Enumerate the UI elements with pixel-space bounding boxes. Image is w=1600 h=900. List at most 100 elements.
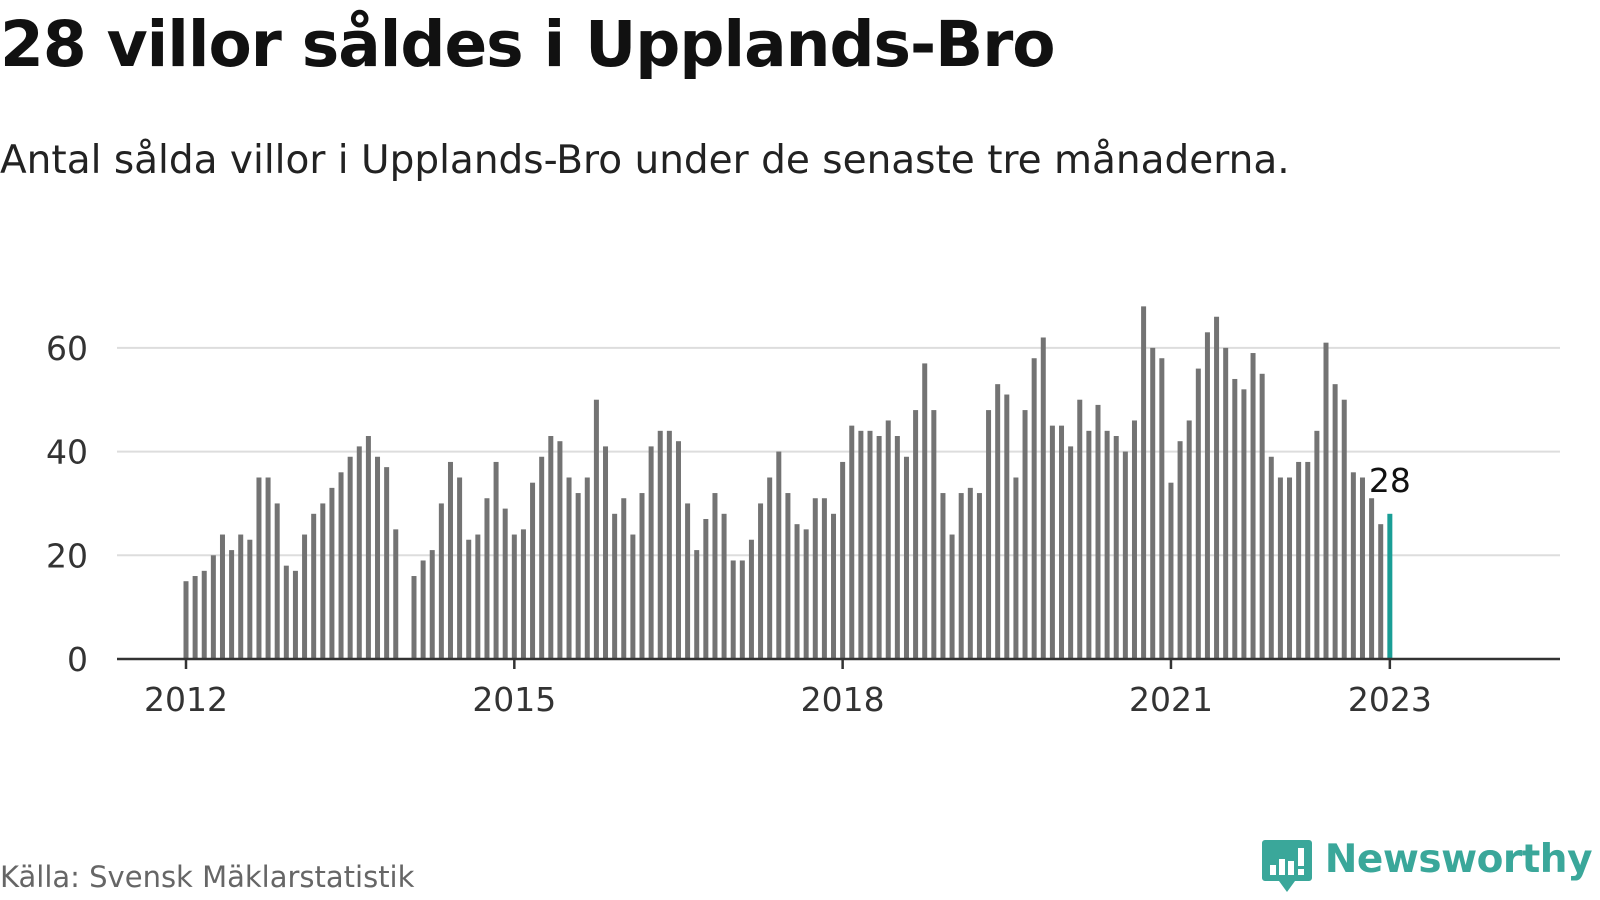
bar [548, 436, 554, 659]
bar [1159, 358, 1165, 659]
chart-subtitle: Antal sålda villor i Upplands-Bro under … [0, 138, 1290, 183]
bar [429, 550, 435, 659]
bar [1104, 430, 1110, 659]
bar [1077, 399, 1083, 659]
bar [584, 477, 590, 659]
bar [767, 477, 773, 659]
bar [219, 534, 225, 659]
bar [1359, 477, 1365, 659]
bar [347, 456, 353, 659]
bar [393, 529, 399, 659]
bar [885, 420, 891, 659]
bar [1314, 430, 1320, 659]
bar [530, 482, 536, 659]
bar [903, 456, 909, 659]
bar [1223, 347, 1229, 659]
bar [329, 487, 335, 659]
bar [1086, 430, 1092, 659]
y-tick-label: 40 [46, 433, 88, 472]
bar [1150, 347, 1156, 659]
bar [976, 493, 982, 659]
bar [694, 550, 700, 659]
bar [302, 534, 308, 659]
bar [575, 493, 581, 659]
bars [183, 306, 1393, 659]
x-tick-label: 2023 [1348, 680, 1432, 719]
bar [1168, 482, 1174, 659]
bar [913, 410, 919, 659]
bar [858, 430, 864, 659]
bar [849, 425, 855, 659]
bar [922, 363, 928, 659]
bar [621, 498, 627, 659]
bar [1305, 461, 1311, 659]
bar [384, 467, 390, 659]
x-axis-ticks: 2012 2015 2018 2021 2023 [144, 659, 1432, 719]
bar [776, 451, 782, 659]
x-tick-label: 2021 [1129, 680, 1213, 719]
bar [420, 560, 426, 659]
bar [1049, 425, 1055, 659]
bar [1022, 410, 1028, 659]
bar [603, 446, 609, 659]
bar [1369, 498, 1375, 659]
bar [840, 461, 846, 659]
bar [457, 477, 463, 659]
bar [748, 539, 754, 659]
bar [375, 456, 381, 659]
bar [803, 529, 809, 659]
bar [475, 534, 481, 659]
bar [1177, 441, 1183, 659]
chart-title: 28 villor såldes i Upplands-Bro [0, 8, 1056, 81]
bar [639, 493, 645, 659]
bar [1241, 389, 1247, 659]
bar [967, 487, 973, 659]
bar [931, 410, 937, 659]
bar [1250, 353, 1256, 659]
bar [648, 446, 654, 659]
y-tick-label: 60 [46, 329, 88, 368]
bar [785, 493, 791, 659]
bar [411, 576, 417, 659]
bar [1068, 446, 1074, 659]
bar [730, 560, 736, 659]
bar [238, 534, 244, 659]
bar [876, 436, 882, 659]
bar [365, 436, 371, 659]
bar [1232, 378, 1238, 659]
bar [274, 503, 280, 659]
bar [612, 513, 618, 659]
bar [593, 399, 599, 659]
bar [311, 513, 317, 659]
bar [1378, 524, 1384, 659]
bar [940, 493, 946, 659]
bar [292, 570, 298, 659]
bar [867, 430, 873, 659]
bar [1259, 373, 1265, 659]
bar [712, 493, 718, 659]
bar [1141, 306, 1147, 659]
bar [356, 446, 362, 659]
bar [438, 503, 444, 659]
bar [666, 430, 672, 659]
bar [1195, 368, 1201, 659]
bar [493, 461, 499, 659]
bar [1122, 451, 1128, 659]
x-tick-label: 2018 [801, 680, 885, 719]
bar [1004, 394, 1010, 659]
bar [675, 441, 681, 659]
bar [1323, 342, 1329, 659]
bar [210, 555, 216, 659]
bar [484, 498, 490, 659]
bar [831, 513, 837, 659]
bar [511, 534, 517, 659]
bar [1040, 337, 1046, 659]
bar [1214, 316, 1220, 659]
bar [812, 498, 818, 659]
bar [265, 477, 271, 659]
x-tick-label: 2015 [472, 680, 556, 719]
bar [1204, 332, 1210, 659]
y-axis-ticks: 0 20 40 60 [46, 329, 88, 679]
bar [1296, 461, 1302, 659]
